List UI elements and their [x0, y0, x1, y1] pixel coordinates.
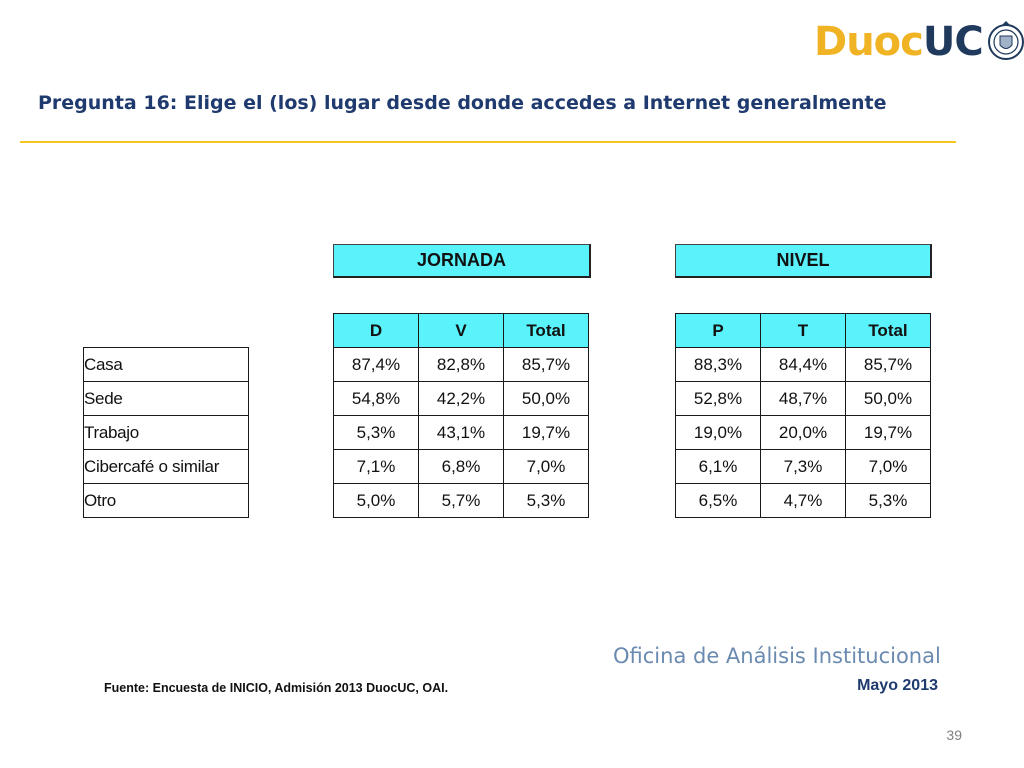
- jornada-table: D V Total 87,4% 82,8% 85,7% 54,8% 42,2% …: [333, 313, 589, 518]
- table-row: 7,1% 6,8% 7,0%: [333, 449, 589, 484]
- column-header-row: D V Total: [333, 313, 589, 348]
- table-cell: 6,1%: [675, 449, 761, 484]
- table-cell: 6,8%: [418, 449, 504, 484]
- slide-title: Pregunta 16: Elige el (los) lugar desde …: [38, 92, 887, 114]
- page-number: 39: [946, 727, 962, 743]
- table-cell: 19,0%: [675, 415, 761, 450]
- table-cell: 85,7%: [845, 347, 931, 382]
- table-cell: 84,4%: [760, 347, 846, 382]
- table-cell: 54,8%: [333, 381, 419, 416]
- office-name: Oficina de Análisis Institucional: [613, 644, 941, 668]
- source-note: Fuente: Encuesta de INICIO, Admisión 201…: [104, 681, 449, 695]
- table-row: Cibercafé o similar: [83, 449, 249, 484]
- table-cell: 48,7%: [760, 381, 846, 416]
- jornada-group-header: JORNADA: [333, 244, 591, 278]
- table-cell: 5,3%: [333, 415, 419, 450]
- table-row: 54,8% 42,2% 50,0%: [333, 381, 589, 416]
- column-header: V: [418, 313, 504, 348]
- table-row: 88,3% 84,4% 85,7%: [675, 347, 931, 382]
- uc-seal-icon: [987, 21, 1024, 60]
- row-label: Otro: [83, 483, 249, 518]
- table-cell: 7,1%: [333, 449, 419, 484]
- table-row: 19,0% 20,0% 19,7%: [675, 415, 931, 450]
- title-divider: [20, 141, 956, 143]
- table-cell: 43,1%: [418, 415, 504, 450]
- table-cell: 4,7%: [760, 483, 846, 518]
- row-label: Sede: [83, 381, 249, 416]
- table-row: 5,3% 43,1% 19,7%: [333, 415, 589, 450]
- table-cell: 87,4%: [333, 347, 419, 382]
- table-cell: 50,0%: [845, 381, 931, 416]
- table-row: Casa: [83, 347, 249, 382]
- table-cell: 5,7%: [418, 483, 504, 518]
- table-row: 6,5% 4,7% 5,3%: [675, 483, 931, 518]
- row-label: Casa: [83, 347, 249, 382]
- row-label: Trabajo: [83, 415, 249, 450]
- table-cell: 42,2%: [418, 381, 504, 416]
- row-label: Cibercafé o similar: [83, 449, 249, 484]
- table-row: 5,0% 5,7% 5,3%: [333, 483, 589, 518]
- table-cell: 19,7%: [845, 415, 931, 450]
- nivel-group-header: NIVEL: [675, 244, 932, 278]
- nivel-table: P T Total 88,3% 84,4% 85,7% 52,8% 48,7% …: [675, 313, 931, 518]
- table-row: 87,4% 82,8% 85,7%: [333, 347, 589, 382]
- column-header: Total: [845, 313, 931, 348]
- column-header: Total: [503, 313, 589, 348]
- table-row: Trabajo: [83, 415, 249, 450]
- table-row: Sede: [83, 381, 249, 416]
- logo-text-uc: UC: [922, 19, 984, 65]
- duocuc-logo: Duoc UC: [814, 14, 1024, 70]
- table-cell: 7,0%: [845, 449, 931, 484]
- table-cell: 50,0%: [503, 381, 589, 416]
- row-labels-table: Casa Sede Trabajo Cibercafé o similar Ot…: [83, 347, 249, 518]
- table-row: 52,8% 48,7% 50,0%: [675, 381, 931, 416]
- table-cell: 6,5%: [675, 483, 761, 518]
- table-cell: 5,0%: [333, 483, 419, 518]
- table-row: 6,1% 7,3% 7,0%: [675, 449, 931, 484]
- report-date: Mayo 2013: [857, 677, 938, 694]
- table-cell: 5,3%: [503, 483, 589, 518]
- table-cell: 82,8%: [418, 347, 504, 382]
- column-header: T: [760, 313, 846, 348]
- table-cell: 7,0%: [503, 449, 589, 484]
- table-cell: 52,8%: [675, 381, 761, 416]
- column-header: D: [333, 313, 419, 348]
- table-cell: 5,3%: [845, 483, 931, 518]
- column-header: P: [675, 313, 761, 348]
- table-row: Otro: [83, 483, 249, 518]
- table-cell: 19,7%: [503, 415, 589, 450]
- table-cell: 88,3%: [675, 347, 761, 382]
- table-cell: 7,3%: [760, 449, 846, 484]
- table-cell: 85,7%: [503, 347, 589, 382]
- column-header-row: P T Total: [675, 313, 931, 348]
- logo-text-duoc: Duoc: [814, 19, 924, 65]
- table-cell: 20,0%: [760, 415, 846, 450]
